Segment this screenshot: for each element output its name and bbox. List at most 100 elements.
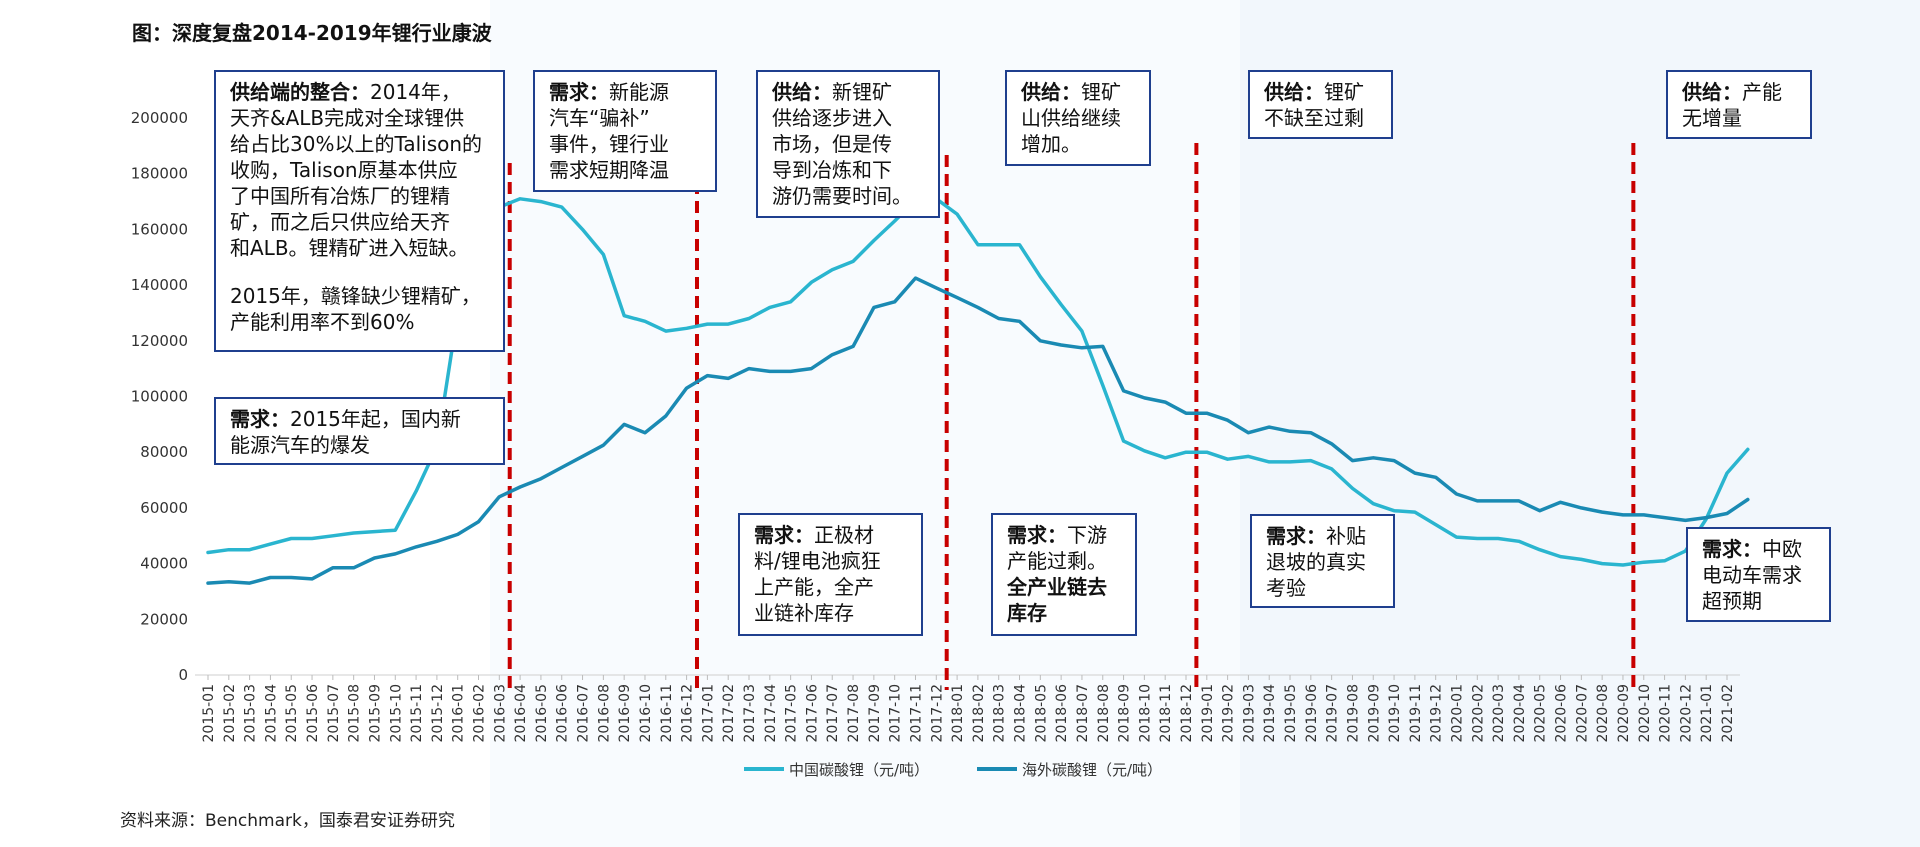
x-tick-label: 2017-05: [784, 684, 800, 743]
annotation-line: 退坡的真实: [1266, 549, 1379, 575]
annotation-demand-ev-eu-china: 需求：中欧 电动车需求 超预期: [1686, 527, 1831, 622]
annotation-bold-text: 供给：: [772, 80, 832, 104]
annotation-text: 和ALB。锂精矿进入短缺。: [230, 236, 469, 260]
x-tick-label: 2019-03: [1241, 684, 1257, 743]
x-tick-label: 2021-01: [1699, 684, 1715, 743]
x-tick-label: 2015-03: [243, 684, 259, 743]
page-title: 图：深度复盘2014-2019年锂行业康波: [132, 21, 492, 45]
annotation-text: 不缺至过剩: [1264, 106, 1364, 130]
x-tick-label: 2016-08: [596, 684, 612, 743]
x-tick-label: 2016-01: [451, 684, 467, 743]
x-tick-label: 2016-09: [617, 684, 633, 743]
legend-label: 中国碳酸锂（元/吨）: [789, 761, 929, 779]
x-tick-label: 2019-11: [1408, 684, 1424, 743]
x-tick-label: 2019-08: [1345, 684, 1361, 743]
y-axis: 0 20000 40000 60000 80000 100000 120000 140000 1…: [131, 109, 188, 684]
annotation-supply-mine-increase: 供给：锂矿 山供给继续 增加。: [1005, 70, 1151, 166]
x-tick-label: 2015-04: [263, 684, 279, 743]
x-tick-label: 2019-09: [1366, 684, 1382, 743]
x-tick-label: 2017-08: [846, 684, 862, 743]
x-tick-label: 2020-08: [1595, 684, 1611, 743]
x-tick-label: 2019-01: [1200, 684, 1216, 743]
annotation-text: 增加。: [1021, 132, 1081, 156]
x-tick-label: 2015-10: [388, 684, 404, 743]
annotation-text: 产能过剩。: [1007, 549, 1107, 573]
annotation-text: 超预期: [1702, 589, 1762, 613]
period-dividers: [507, 143, 1636, 690]
annotation-text: 退坡的真实: [1266, 550, 1366, 574]
x-tick-label: 2016-12: [680, 684, 696, 743]
annotation-text: 2015年，赣锋缺少锂精矿，: [230, 284, 481, 308]
annotation-line: 天齐&ALB完成对全球锂供: [230, 105, 489, 131]
annotation-line: 供给逐步进入: [772, 105, 924, 131]
annotation-line: 给占比30%以上的Talison的: [230, 131, 489, 157]
annotation-bold-text: 供给：: [1264, 80, 1324, 104]
annotation-demand-2015: 需求：2015年起，国内新 能源汽车的爆发: [214, 397, 505, 465]
x-tick-label: 2018-03: [992, 684, 1008, 743]
x-tick-label: 2020-04: [1512, 684, 1528, 743]
annotation-line: 库存: [1007, 600, 1121, 626]
y-tick-label: 60000: [140, 499, 188, 517]
source-note: 资料来源：Benchmark，国泰君安证券研究: [120, 811, 455, 831]
x-tick-label: 2015-12: [430, 684, 446, 743]
annotation-bold-text: 需求：: [754, 523, 814, 547]
annotation-text: 汽车“骗补”: [549, 106, 650, 130]
annotation-line: 需求：补贴: [1266, 523, 1379, 549]
x-tick-label: 2018-11: [1158, 684, 1174, 743]
x-tick-label: 2020-11: [1658, 684, 1674, 743]
annotation-text: 事件，锂行业: [549, 132, 669, 156]
annotation-line: 需求：下游: [1007, 522, 1121, 548]
annotation-supply-no-growth: 供给：产能 无增量: [1666, 70, 1812, 139]
x-tick-label: 2020-03: [1491, 684, 1507, 743]
annotation-line: 产能过剩。: [1007, 548, 1121, 574]
annotation-demand-cathode: 需求：正极材 料/锂电池疯狂 上产能，全产 业链补库存: [738, 513, 923, 636]
x-tick-label: 2018-10: [1137, 684, 1153, 743]
annotation-line: 增加。: [1021, 131, 1135, 157]
annotation-text: 电动车需求: [1702, 563, 1802, 587]
x-tick-label: 2016-10: [638, 684, 654, 743]
annotation-text: 能源汽车的爆发: [230, 433, 370, 457]
annotation-line: 需求短期降温: [549, 157, 701, 183]
x-tick-label: 2020-09: [1616, 684, 1632, 743]
x-tick-label: 2018-05: [1033, 684, 1049, 743]
annotation-text: 正极材: [814, 523, 874, 547]
annotation-line: 游仍需要时间。: [772, 183, 924, 209]
annotation-line: 事件，锂行业: [549, 131, 701, 157]
annotation-text: 考验: [1266, 576, 1306, 600]
annotation-text: 市场，但是传: [772, 132, 892, 156]
annotation-text: 天齐&ALB完成对全球锂供: [230, 106, 465, 130]
x-tick-label: 2018-02: [971, 684, 987, 743]
x-tick-label: 2015-07: [326, 684, 342, 743]
annotation-text: 无增量: [1682, 106, 1742, 130]
x-tick-label: 2015-08: [347, 684, 363, 743]
annotation-line: 供给：锂矿: [1021, 79, 1135, 105]
annotation-line: 产能利用率不到60%: [230, 309, 489, 335]
annotation-bold-text: 供给：: [1021, 80, 1081, 104]
x-tick-label: 2017-04: [763, 684, 779, 743]
annotation-text: 给占比30%以上的Talison的: [230, 132, 483, 156]
annotation-text: 下游: [1067, 523, 1107, 547]
x-tick-label: 2019-05: [1283, 684, 1299, 743]
annotation-line: 无增量: [1682, 105, 1796, 131]
annotation-bold-text: 供给：: [1682, 80, 1742, 104]
x-tick-label: 2021-02: [1720, 684, 1736, 743]
annotation-text: 新锂矿: [832, 80, 892, 104]
annotation-line: 山供给继续: [1021, 105, 1135, 131]
annotation-line: 2015年，赣锋缺少锂精矿，: [230, 283, 489, 309]
x-tick-label: 2018-01: [950, 684, 966, 743]
annotation-line: 了中国所有冶炼厂的锂精: [230, 183, 489, 209]
x-tick-label: 2017-11: [908, 684, 924, 743]
x-tick-label: 2017-03: [742, 684, 758, 743]
annotation-line: 考验: [1266, 575, 1379, 601]
annotation-supply-new-mines: 供给：新锂矿 供给逐步进入 市场，但是传 导到冶炼和下 游仍需要时间。: [756, 70, 940, 218]
annotation-text: 2015年起，国内新: [290, 407, 461, 431]
annotation-text: 2014年，: [370, 80, 461, 104]
annotation-line: 能源汽车的爆发: [230, 432, 489, 458]
x-tick-label: 2015-09: [367, 684, 383, 743]
x-tick-label: 2017-10: [888, 684, 904, 743]
y-tick-label: 100000: [131, 388, 188, 406]
annotation-text: 上产能，全产: [754, 575, 874, 599]
annotation-supply-integration: 供给端的整合：2014年， 天齐&ALB完成对全球锂供 给占比30%以上的Talis…: [214, 70, 505, 352]
annotation-text: 产能: [1742, 80, 1782, 104]
x-tick-label: 2017-09: [867, 684, 883, 743]
